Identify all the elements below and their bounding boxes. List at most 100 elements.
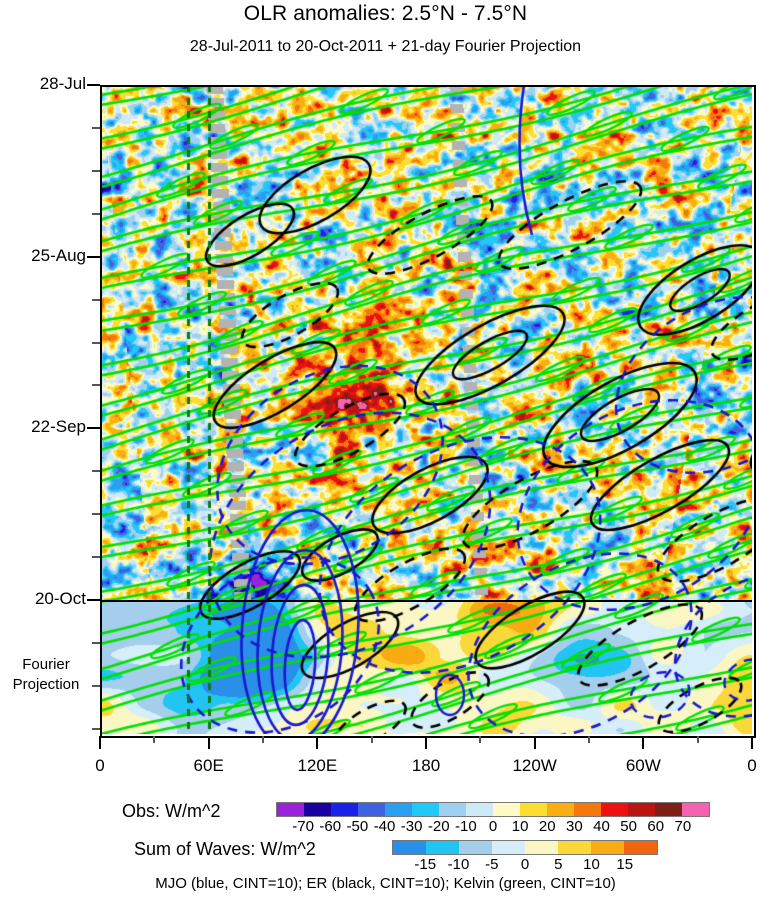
colorbar-swatch	[574, 803, 601, 816]
colorbar-swatch	[466, 803, 493, 816]
y-tick-label: 25-Aug	[31, 245, 86, 265]
colorbar-swatch	[525, 841, 558, 854]
x-tick-label: 0	[95, 756, 105, 775]
y-tick-minor	[92, 169, 100, 172]
colorbar-tick-label: -20	[427, 818, 450, 835]
colorbar-tick-label: -5	[485, 856, 499, 873]
colorbar-tick-label: -40	[373, 818, 396, 835]
y-tick-major	[87, 84, 100, 86]
colorbar-tick-label: -10	[447, 856, 470, 873]
colorbar-swatch	[547, 803, 574, 816]
y-tick-minor	[92, 684, 100, 687]
colorbar-swatch	[628, 803, 655, 816]
colorbar-tick-label: -15	[414, 856, 437, 873]
colorbar-swatch	[591, 841, 624, 854]
colorbar-tick-label: 30	[566, 818, 583, 835]
colorbar-swatch	[601, 803, 628, 816]
x-tick-minor	[696, 736, 699, 743]
x-tick-label: 120W	[512, 756, 557, 775]
y-tick-minor	[92, 298, 100, 301]
y-tick-label: 22-Sep	[31, 417, 86, 437]
page-title: OLR anomalies: 2.5°N - 7.5°N	[243, 2, 528, 25]
colorbar-tick-label: 40	[593, 818, 610, 835]
x-tick-minor	[262, 736, 264, 743]
colorbar-swatch	[655, 803, 682, 816]
y-tick-minor	[92, 126, 100, 129]
forecast-divider-line	[100, 600, 752, 602]
colorbar-tick-label: 20	[538, 818, 556, 835]
colorbar-swatch	[439, 803, 466, 816]
colorbar-tick-label: 0	[520, 856, 530, 873]
x-tick-label: 60W	[625, 756, 661, 775]
obs-colorbar	[276, 802, 710, 817]
colorbar-tick-label: -70	[292, 818, 314, 835]
colorbar-tick-label: -50	[346, 818, 369, 835]
x-tick-label: 60E	[193, 756, 224, 775]
colorbar-tick-label: 15	[616, 856, 634, 873]
x-tick-major	[207, 736, 210, 749]
colorbar-tick-label: 60	[647, 818, 665, 835]
colorbar-swatch	[682, 803, 709, 816]
y-tick-major	[87, 599, 100, 601]
x-tick-major	[642, 736, 645, 749]
x-tick-minor	[370, 736, 373, 743]
colorbar-tick-label: 70	[674, 818, 692, 835]
colorbar-swatch	[492, 841, 525, 854]
x-tick-major	[99, 736, 101, 749]
colorbar-swatch	[459, 841, 492, 854]
colorbar-tick-label: 10	[511, 818, 529, 835]
colorbar-swatch	[412, 803, 439, 816]
colorbar-tick-label: 50	[620, 818, 637, 835]
y-tick-minor	[92, 470, 100, 473]
y-tick-minor	[92, 556, 100, 559]
x-tick-minor	[588, 736, 590, 743]
colorbar-swatch	[393, 841, 426, 854]
waves-colorbar	[392, 840, 658, 855]
obs-colorbar-ticks: -70 -60 -50 -40 -30 -20 -10 0 10 20 30 40 50 60 70	[276, 818, 710, 836]
colorbar-swatch	[385, 803, 412, 816]
y-tick-minor	[92, 384, 100, 387]
colorbar-swatch	[277, 803, 304, 816]
colorbar-swatch	[624, 841, 657, 854]
colorbar-tick-label: -60	[319, 818, 342, 835]
x-tick-label: 0	[747, 756, 757, 775]
wave-contour-overlay	[100, 85, 752, 734]
colorbar-swatch	[304, 803, 331, 816]
y-tick-major	[87, 427, 100, 430]
waves-colorbar-label: Sum of Waves: W/m^2	[134, 839, 316, 859]
y-tick-label: 20-Oct	[34, 589, 86, 608]
x-tick-label: 120E	[297, 756, 338, 775]
colorbar-tick-label: -10	[455, 818, 477, 835]
x-tick-major	[751, 736, 753, 749]
waves-colorbar-ticks: -15 -10 -5 0 5 10 15	[392, 856, 658, 874]
colorbar-swatch	[520, 803, 547, 816]
x-tick-major	[425, 736, 427, 749]
colorbar-swatch	[426, 841, 459, 854]
colorbar-swatch	[331, 803, 358, 816]
y-tick-minor	[92, 641, 100, 644]
colorbar-tick-label: 0	[488, 818, 498, 835]
obs-colorbar-label: Obs: W/m^2	[122, 801, 221, 821]
x-tick-minor	[153, 736, 156, 743]
colorbar-swatch	[558, 841, 591, 854]
y-tick-minor	[92, 513, 100, 516]
x-tick-major	[533, 736, 536, 749]
x-tick-label: 180	[411, 756, 441, 775]
colorbar-tick-label: -30	[400, 818, 423, 835]
y-tick-minor	[92, 212, 100, 215]
x-tick-minor	[479, 736, 482, 743]
colorbar-tick-label: 5	[554, 856, 563, 873]
x-tick-major	[316, 736, 319, 749]
colorbar-swatch	[358, 803, 385, 816]
page-subtitle: 28-Jul-2011 to 20-Oct-2011 + 21-day Four…	[189, 38, 582, 55]
y-tick-label: 28-Jul	[39, 74, 86, 93]
colorbar-swatch	[493, 803, 520, 816]
hovmoller-plot-area	[100, 85, 752, 734]
contour-legend-caption: MJO (blue, CINT=10); ER (black, CINT=10)…	[155, 875, 616, 892]
y-tick-major	[87, 255, 100, 258]
y-tick-minor	[92, 341, 100, 344]
fourier-projection-label: Fourier Projection	[12, 656, 80, 693]
colorbar-tick-label: 10	[583, 856, 600, 873]
y-tick-minor	[92, 727, 100, 730]
